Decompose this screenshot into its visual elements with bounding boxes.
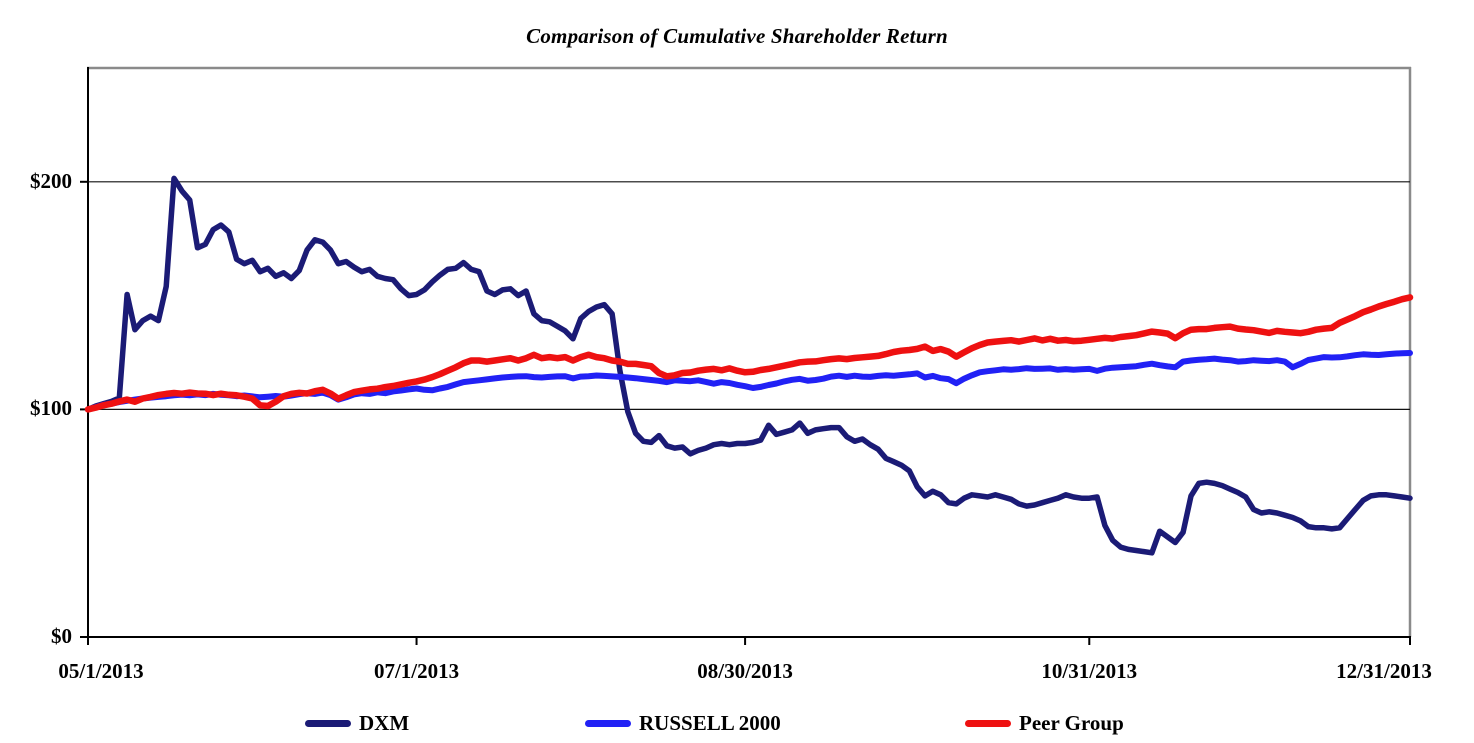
x-axis-label-jul: 07/1/2013 bbox=[373, 659, 460, 683]
legend-item-russell-2000: RUSSELL 2000 bbox=[585, 709, 781, 737]
gridlines bbox=[88, 181, 1410, 410]
data-series bbox=[84, 175, 1414, 556]
x-axis-label-may: 05/1/2013 bbox=[58, 659, 144, 683]
legend-label-russell-2000: RUSSELL 2000 bbox=[639, 710, 781, 735]
x-axis-label-aug: 08/30/2013 bbox=[697, 659, 793, 683]
russell-2000-line bbox=[85, 350, 1413, 413]
dxm-line-swatch bbox=[305, 719, 351, 727]
chart-title: Comparison of Cumulative Shareholder Ret… bbox=[526, 24, 948, 48]
y-axis-label-200: $200 bbox=[30, 168, 72, 193]
peer-group-line bbox=[84, 294, 1414, 413]
y-axis-label-0: $0 bbox=[51, 624, 72, 648]
legend-label-peer-group: Peer Group bbox=[1019, 710, 1124, 735]
peer-group-line-swatch bbox=[965, 719, 1011, 727]
x-axis-label-oct: 10/31/2013 bbox=[1041, 659, 1138, 683]
y-axis-label-100: $100 bbox=[30, 396, 72, 421]
legend-item-dxm: DXM bbox=[305, 709, 409, 737]
legend-label-dxm: DXM bbox=[359, 710, 410, 735]
dxm-line bbox=[85, 175, 1413, 556]
russell-2000-line-swatch bbox=[585, 719, 631, 727]
axis-ticks bbox=[80, 180, 1411, 645]
x-axis-label-dec: 12/31/2013 bbox=[1336, 659, 1432, 683]
legend-item-peer-group: Peer Group bbox=[965, 709, 1124, 737]
